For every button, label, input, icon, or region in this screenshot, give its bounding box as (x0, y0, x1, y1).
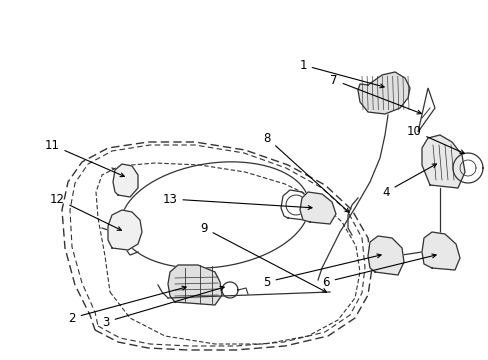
Polygon shape (421, 232, 459, 270)
Polygon shape (367, 236, 403, 275)
Polygon shape (113, 164, 138, 197)
Text: 8: 8 (263, 131, 348, 212)
Text: 9: 9 (200, 221, 326, 292)
Text: 5: 5 (263, 254, 380, 288)
Text: 1: 1 (299, 59, 384, 88)
Text: 11: 11 (44, 139, 124, 177)
Polygon shape (299, 192, 335, 224)
Text: 10: 10 (406, 125, 464, 154)
Polygon shape (421, 135, 464, 188)
Text: 7: 7 (329, 73, 420, 114)
Text: 13: 13 (162, 193, 311, 210)
Polygon shape (168, 265, 222, 305)
Text: 3: 3 (102, 286, 224, 328)
Text: 4: 4 (382, 164, 436, 198)
Polygon shape (108, 210, 142, 250)
Text: 2: 2 (68, 286, 186, 324)
Text: 12: 12 (49, 193, 121, 230)
Text: 6: 6 (322, 254, 435, 288)
Polygon shape (357, 72, 409, 114)
